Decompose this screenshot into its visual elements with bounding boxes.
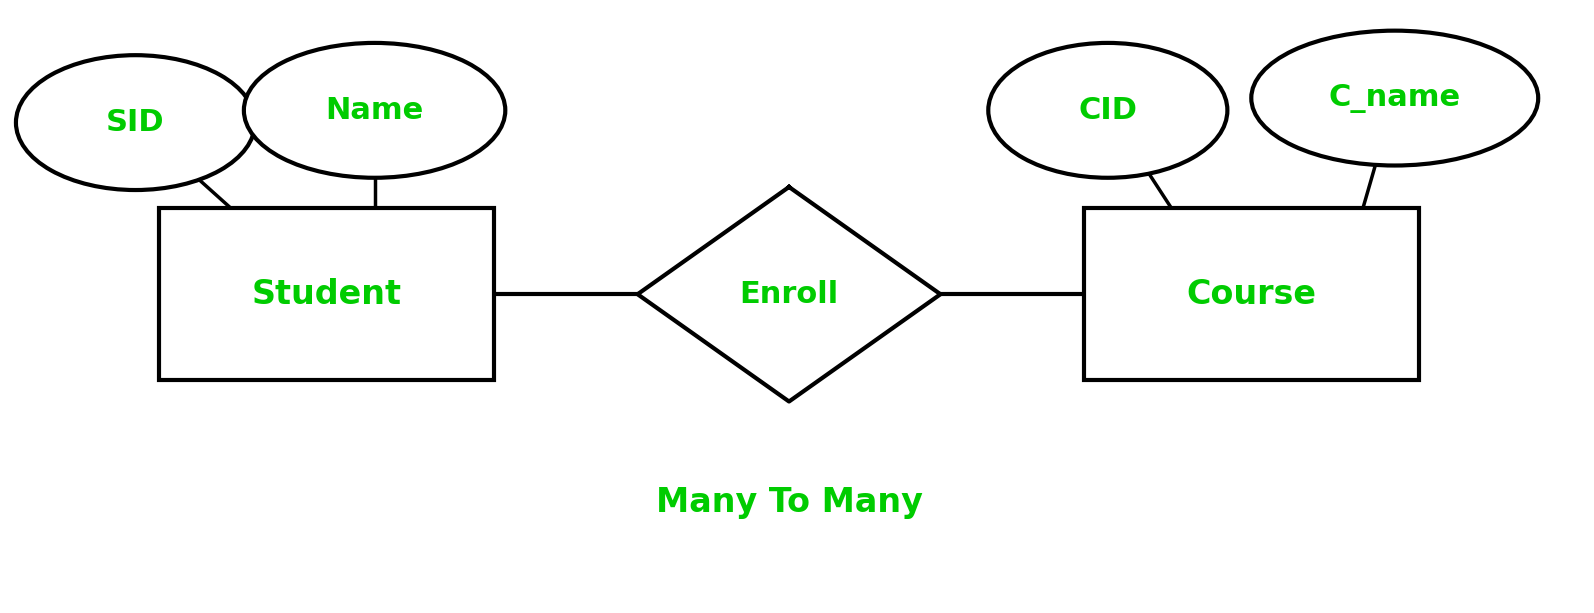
Text: Course: Course xyxy=(1186,278,1317,311)
Text: Enroll: Enroll xyxy=(740,280,838,309)
Text: Many To Many: Many To Many xyxy=(655,486,923,519)
Text: C_name: C_name xyxy=(1329,83,1460,113)
Ellipse shape xyxy=(16,55,255,190)
Ellipse shape xyxy=(1251,31,1538,166)
Polygon shape xyxy=(638,187,940,402)
Ellipse shape xyxy=(244,43,505,178)
Bar xyxy=(159,208,494,380)
Ellipse shape xyxy=(988,43,1227,178)
Text: Name: Name xyxy=(325,96,424,125)
Text: Student: Student xyxy=(252,278,402,311)
Bar xyxy=(1084,208,1419,380)
Text: CID: CID xyxy=(1078,96,1138,125)
Text: SID: SID xyxy=(107,108,164,137)
